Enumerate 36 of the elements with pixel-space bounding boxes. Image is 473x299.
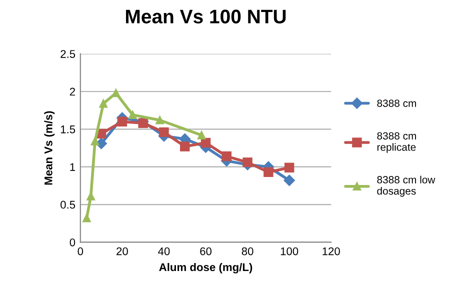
point <box>200 138 211 148</box>
point <box>264 167 274 177</box>
point <box>242 157 252 168</box>
point <box>82 214 91 222</box>
point <box>197 131 206 140</box>
x-tick-label: 120 <box>322 247 340 256</box>
x-tick-label: 40 <box>158 247 170 256</box>
point <box>156 116 164 124</box>
legend-label: 8388 cm <box>377 100 416 107</box>
point <box>90 137 100 146</box>
x-tick-label: 0 <box>78 247 84 256</box>
point <box>180 142 190 152</box>
point <box>128 110 137 120</box>
y-tick-label: 1 <box>70 163 76 171</box>
y-axis-title: Mean Vs (m/s) <box>44 111 55 185</box>
point <box>86 192 96 200</box>
x-axis-title: Alum dose (mg/L) <box>159 262 252 274</box>
y-tick-label: 2 <box>70 88 75 96</box>
y-tick-label: 0 <box>70 238 76 246</box>
legend-label: 8388 cm low dosages <box>377 176 436 197</box>
chart-title: Mean Vs 100 NTU <box>126 10 286 24</box>
y-tick-label: 2.5 <box>60 50 76 58</box>
point <box>222 151 232 162</box>
x-tick-label: 60 <box>200 247 212 256</box>
point <box>99 99 108 108</box>
point <box>284 174 295 186</box>
x-tick-label: 100 <box>280 247 298 256</box>
y-tick-label: 1.5 <box>60 126 76 134</box>
x-tick-label: 20 <box>116 247 128 256</box>
point <box>159 127 169 138</box>
legend-label: 8388 cm replicate <box>377 132 416 153</box>
point <box>138 118 148 128</box>
y-tick-label: 0.5 <box>60 200 76 209</box>
point <box>117 116 128 126</box>
x-tick-label: 80 <box>242 247 254 256</box>
point <box>284 162 294 172</box>
